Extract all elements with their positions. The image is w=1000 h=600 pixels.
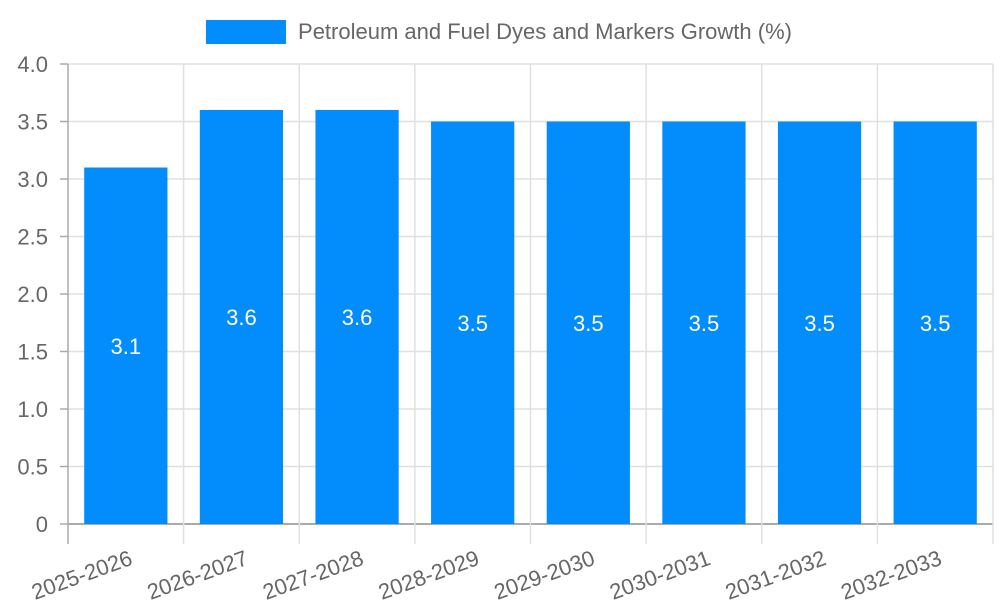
bar[interactable] [315,110,399,524]
data-label: 3.5 [804,311,835,336]
x-tick-label: 2032-2033 [837,545,944,600]
y-tick-label: 4.0 [17,52,48,77]
bar[interactable] [431,121,515,525]
legend-swatch [206,20,287,44]
data-label: 3.6 [226,305,257,330]
data-label: 3.5 [689,311,720,336]
y-tick-label: 0 [36,512,48,537]
bar[interactable] [84,167,168,525]
bar[interactable] [662,121,746,525]
y-tick-label: 3.5 [17,110,48,135]
bar[interactable] [893,121,977,525]
x-tick-label: 2028-2029 [375,545,482,600]
data-label: 3.6 [342,305,373,330]
x-tick-label: 2025-2026 [28,545,135,600]
y-tick-label: 2.0 [17,282,48,307]
x-tick-label: 2030-2031 [606,545,713,600]
y-tick-label: 3.0 [17,167,48,192]
x-tick-label: 2027-2028 [259,545,366,600]
legend[interactable]: Petroleum and Fuel Dyes and Markers Grow… [0,18,1000,46]
data-label: 3.5 [573,311,604,336]
data-label: 3.5 [457,311,488,336]
legend-label: Petroleum and Fuel Dyes and Markers Grow… [298,19,792,44]
x-tick-label: 2026-2027 [144,545,251,600]
y-tick-label: 1.0 [17,397,48,422]
y-tick-label: 2.5 [17,225,48,250]
x-tick-label: 2029-2030 [491,545,598,600]
x-tick-label: 2031-2032 [722,545,829,600]
data-label: 3.5 [920,311,951,336]
y-tick-label: 1.5 [17,340,48,365]
bar[interactable] [199,110,284,524]
bar[interactable] [546,121,630,525]
data-label: 3.1 [111,334,142,359]
bar[interactable] [777,121,862,525]
y-tick-label: 0.5 [17,455,48,480]
